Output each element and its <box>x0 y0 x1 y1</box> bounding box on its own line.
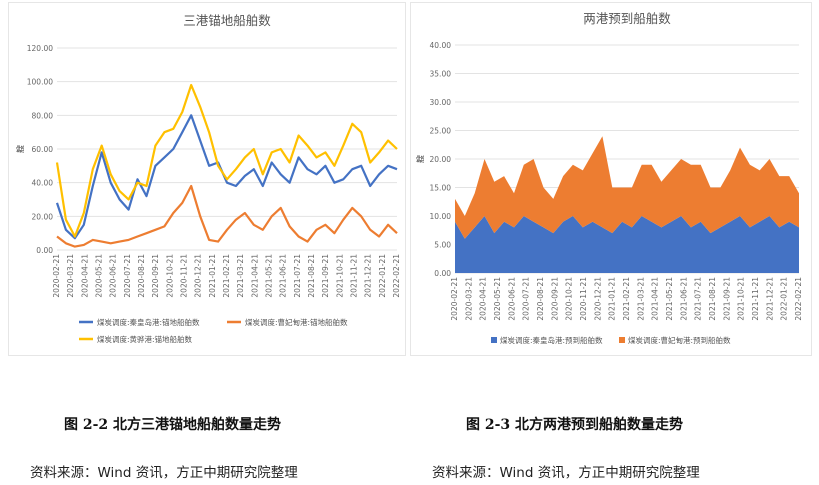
x-tick-label: 2021-07-21 <box>293 254 302 298</box>
x-tick-label: 2022-01-21 <box>378 254 387 298</box>
x-tick-label: 2020-03-21 <box>464 277 473 321</box>
y-axis-label: 艘 <box>415 155 425 163</box>
y-tick-label: 0.00 <box>434 269 451 278</box>
x-tick-label: 2020-02-21 <box>52 254 61 298</box>
x-tick-label: 2020-11-21 <box>579 277 588 321</box>
legend-swatch <box>491 337 497 343</box>
x-tick-label: 2021-02-21 <box>222 254 231 298</box>
x-tick-label: 2020-10-21 <box>565 277 574 321</box>
x-tick-label: 2020-05-21 <box>493 277 502 321</box>
x-tick-label: 2021-12-21 <box>765 277 774 321</box>
y-tick-label: 25.00 <box>430 127 452 136</box>
source-note-right: 资料来源：Wind 资讯，方正中期研究院整理 <box>432 465 700 481</box>
x-tick-label: 2021-01-21 <box>608 277 617 321</box>
x-tick-label: 2021-11-21 <box>350 254 359 298</box>
line-series-2 <box>56 184 398 248</box>
y-tick-label: 100.00 <box>27 78 53 87</box>
x-tick-label: 2020-03-21 <box>66 254 75 298</box>
y-tick-label: 80.00 <box>32 111 54 120</box>
x-tick-label: 2021-08-21 <box>307 254 316 298</box>
y-tick-label: 120.00 <box>27 44 53 53</box>
legend-label: 煤炭调度:黄骅港:锚地船舶数 <box>97 334 193 344</box>
x-tick-label: 2021-04-21 <box>651 277 660 321</box>
x-tick-label: 2020-12-21 <box>194 254 203 298</box>
x-tick-label: 2020-02-21 <box>450 277 459 321</box>
x-tick-label: 2020-12-21 <box>593 277 602 321</box>
x-tick-label: 2021-09-21 <box>321 254 330 298</box>
y-tick-label: 20.00 <box>430 155 452 164</box>
y-axis-label: 艘 <box>15 145 25 153</box>
x-tick-label: 2020-06-21 <box>507 277 516 321</box>
x-tick-label: 2021-03-21 <box>636 277 645 321</box>
x-tick-label: 2021-02-21 <box>622 277 631 321</box>
x-tick-label: 2021-07-21 <box>694 277 703 321</box>
y-tick-label: 60.00 <box>32 145 54 154</box>
chart-panel-right: 两港预到船舶数艘 0.00 5.00 10.00 15.00 20.00 25.00 30.0… <box>410 2 812 356</box>
x-tick-label: 2021-10-21 <box>335 254 344 298</box>
y-tick-label: 5.00 <box>434 241 451 250</box>
x-tick-label: 2021-09-21 <box>722 277 731 321</box>
y-tick-label: 35.00 <box>430 70 452 79</box>
x-tick-label: 2020-08-21 <box>536 277 545 321</box>
x-tick-label: 2020-06-21 <box>109 254 118 298</box>
x-tick-label: 2021-11-21 <box>751 277 760 321</box>
x-tick-label: 2020-04-21 <box>80 254 89 298</box>
x-tick-label: 2020-07-21 <box>522 277 531 321</box>
x-tick-label: 2021-12-21 <box>364 254 373 298</box>
figure-caption-left: 图 2-2 北方三港锚地船舶数量走势 <box>64 417 282 433</box>
y-tick-label: 20.00 <box>32 212 54 221</box>
legend-label: 煤炭调度:曹妃甸港:锚地船舶数 <box>245 317 348 327</box>
y-tick-label: 10.00 <box>430 212 452 221</box>
x-tick-label: 2021-03-21 <box>236 254 245 298</box>
legend-label: 煤炭调度:秦皇岛港:预到船舶数 <box>500 335 603 345</box>
source-note-left: 资料来源：Wind 资讯，方正中期研究院整理 <box>30 465 298 481</box>
x-tick-label: 2021-01-21 <box>208 254 217 298</box>
x-tick-label: 2020-05-21 <box>95 254 104 298</box>
x-tick-label: 2020-10-21 <box>165 254 174 298</box>
legend-label: 煤炭调度:秦皇岛港:锚地船舶数 <box>97 317 200 327</box>
x-tick-label: 2020-09-21 <box>151 254 160 298</box>
y-tick-label: 40.00 <box>32 179 54 188</box>
line-series-3 <box>55 83 398 238</box>
x-tick-label: 2020-08-21 <box>137 254 146 298</box>
y-tick-label: 30.00 <box>430 98 452 107</box>
area-series-2 <box>455 136 799 239</box>
x-tick-label: 2021-05-21 <box>265 254 274 298</box>
x-tick-label: 2021-10-21 <box>737 277 746 321</box>
line-series-1 <box>55 114 398 240</box>
chart-panel-left: 三港锚地船舶数艘 0.00 20.00 40.00 60.00 80.00 100.00 12… <box>8 2 406 356</box>
x-tick-label: 2021-06-21 <box>679 277 688 321</box>
y-tick-label: 0.00 <box>36 246 53 255</box>
figure-caption-right: 图 2-3 北方两港预到船舶数量走势 <box>466 417 684 433</box>
x-tick-label: 2021-08-21 <box>708 277 717 321</box>
x-tick-label: 2020-07-21 <box>123 254 132 298</box>
x-tick-label: 2021-05-21 <box>665 277 674 321</box>
y-tick-label: 40.00 <box>430 41 452 50</box>
x-tick-label: 2020-04-21 <box>479 277 488 321</box>
y-tick-label: 15.00 <box>430 184 452 193</box>
x-tick-label: 2021-06-21 <box>279 254 288 298</box>
x-tick-label: 2022-01-21 <box>780 277 789 321</box>
x-tick-label: 2022-02-21 <box>392 254 401 298</box>
x-tick-label: 2022-02-21 <box>794 277 803 321</box>
x-tick-label: 2021-04-21 <box>250 254 259 298</box>
chart-title: 两港预到船舶数 <box>583 11 671 26</box>
chart-title: 三港锚地船舶数 <box>183 13 271 28</box>
legend-swatch <box>619 337 625 343</box>
area-series-1 <box>455 216 799 273</box>
legend-label: 煤炭调度:曹妃甸港:预到船舶数 <box>628 335 731 345</box>
x-tick-label: 2020-11-21 <box>180 254 189 298</box>
x-tick-label: 2020-09-21 <box>550 277 559 321</box>
